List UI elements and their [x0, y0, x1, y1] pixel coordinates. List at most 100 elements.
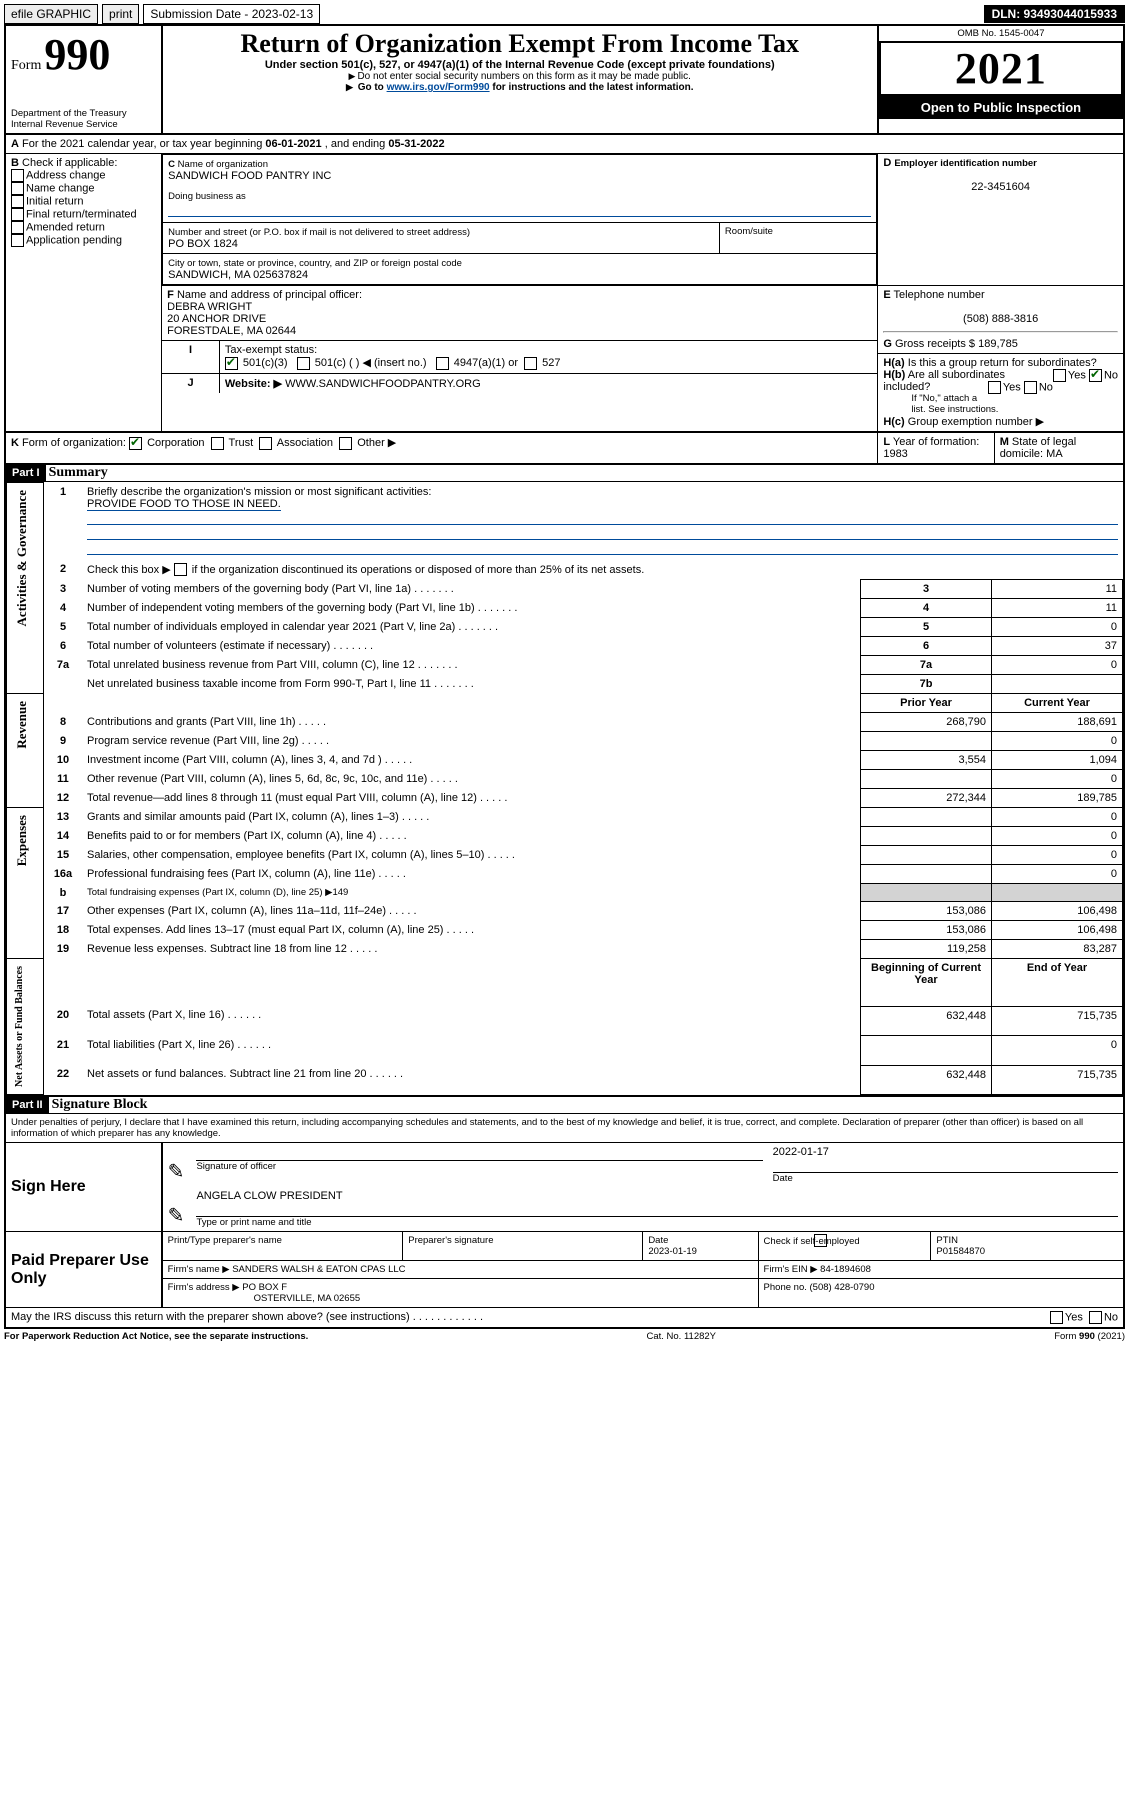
- pt-name-label: Print/Type preparer's name: [163, 1232, 403, 1261]
- period-label-pre: For the 2021 calendar year, or tax year …: [22, 138, 265, 150]
- website-label: Website: ▶: [225, 378, 282, 390]
- ptin-label: PTIN: [936, 1235, 958, 1246]
- subtitle-2: Do not enter social security numbers on …: [357, 71, 690, 82]
- chk-self-employed[interactable]: [814, 1234, 827, 1247]
- form-footer: Form 990 (2021): [1054, 1331, 1125, 1342]
- lbl-other: Other ▶: [357, 437, 396, 449]
- firm-addr2: OSTERVILLE, MA 02655: [168, 1293, 361, 1304]
- pt-date-value: 2023-01-19: [648, 1246, 697, 1257]
- lbl-amended: Amended return: [26, 221, 105, 233]
- firm-name-label: Firm's name ▶: [168, 1264, 230, 1275]
- room-suite-label: Room/suite: [719, 223, 876, 254]
- chk-hb-yes[interactable]: [988, 381, 1001, 394]
- firm-addr1: PO BOX F: [242, 1282, 287, 1293]
- org-city: SANDWICH, MA 025637824: [168, 269, 308, 281]
- form-word: Form: [11, 58, 41, 73]
- ein-label: Employer identification number: [894, 158, 1037, 169]
- hb-note: If "No," attach a list. See instructions…: [883, 393, 1118, 415]
- lbl-initial: Initial return: [26, 195, 83, 207]
- chk-4947[interactable]: [436, 357, 449, 370]
- efile-label: efile GRAPHIC: [4, 4, 98, 24]
- lbl-address-change: Address change: [26, 169, 106, 181]
- officer-print-name: ANGELA CLOW PRESIDENT: [196, 1190, 342, 1202]
- chk-501c[interactable]: [297, 357, 310, 370]
- phone-value: (508) 888-3816: [883, 313, 1118, 325]
- chk-trust[interactable]: [211, 437, 224, 450]
- chk-ha-no[interactable]: [1089, 369, 1102, 382]
- officer-print-label: Type or print name and title: [196, 1216, 1118, 1228]
- sign-here-label: Sign Here: [11, 1178, 86, 1195]
- state-label: State of legal domicile:: [1000, 436, 1076, 460]
- subtitle-1: Under section 501(c), 527, or 4947(a)(1)…: [168, 59, 872, 71]
- chk-initial[interactable]: [11, 195, 24, 208]
- sig-officer-label: Signature of officer: [196, 1160, 762, 1172]
- lbl-pending: Application pending: [26, 234, 122, 246]
- part1-hdr: Part I: [6, 465, 46, 481]
- pt-self-check: Check if self-employed: [764, 1236, 860, 1247]
- irs-label: Internal Revenue Service: [11, 119, 156, 130]
- firm-phone-value: (508) 428-0790: [810, 1282, 875, 1293]
- part1-title: Summary: [49, 465, 108, 480]
- paid-preparer-label: Paid Preparer Use Only: [11, 1252, 149, 1287]
- subtitle-3b: for instructions and the latest informat…: [492, 82, 693, 93]
- part2-hdr: Part II: [6, 1097, 49, 1113]
- boxF-label: Name and address of principal officer:: [177, 289, 362, 301]
- city-label: City or town, state or province, country…: [168, 258, 462, 269]
- sig-date-label: Date: [773, 1172, 1118, 1184]
- chk-discuss-no[interactable]: [1089, 1311, 1102, 1324]
- print-button[interactable]: print: [102, 4, 139, 24]
- form-org-label: Form of organization:: [22, 437, 126, 449]
- dln-label: DLN: 93493044015933: [984, 5, 1125, 23]
- chk-assoc[interactable]: [259, 437, 272, 450]
- hc-label: Group exemption number ▶: [908, 416, 1044, 428]
- chk-527[interactable]: [524, 357, 537, 370]
- chk-address-change[interactable]: [11, 169, 24, 182]
- chk-other[interactable]: [339, 437, 352, 450]
- yof-label: Year of formation:: [893, 436, 979, 448]
- form-title: Return of Organization Exempt From Incom…: [168, 29, 872, 59]
- sig-date-value: 2022-01-17: [773, 1146, 829, 1158]
- dept-label: Department of the Treasury: [11, 108, 156, 119]
- pra-notice: For Paperwork Reduction Act Notice, see …: [4, 1331, 308, 1342]
- pt-date-label: Date: [648, 1235, 668, 1246]
- part2-title: Signature Block: [52, 1097, 148, 1112]
- chk-501c3[interactable]: [225, 357, 238, 370]
- addr-label: Number and street (or P.O. box if mail i…: [168, 227, 470, 238]
- period-mid: , and ending: [325, 138, 389, 150]
- firm-phone-label: Phone no.: [764, 1282, 807, 1293]
- lbl-name-change: Name change: [26, 182, 95, 194]
- chk-final[interactable]: [11, 208, 24, 221]
- phone-label: Telephone number: [894, 289, 985, 301]
- org-name: SANDWICH FOOD PANTRY INC: [168, 170, 331, 182]
- officer-addr1: 20 ANCHOR DRIVE: [167, 313, 266, 325]
- open-public-label: Open to Public Inspection: [879, 96, 1123, 119]
- ptin-value: P01584870: [936, 1246, 985, 1257]
- chk-discuss-yes[interactable]: [1050, 1311, 1063, 1324]
- chk-pending[interactable]: [11, 234, 24, 247]
- firm-ein-value: 84-1894608: [820, 1264, 871, 1275]
- org-address: PO BOX 1824: [168, 238, 238, 250]
- tax-year: 2021: [881, 43, 1121, 94]
- period-begin: 06-01-2021: [265, 138, 321, 150]
- chk-hb-no[interactable]: [1024, 381, 1037, 394]
- chk-amended[interactable]: [11, 221, 24, 234]
- form-990: Form 990 Department of the Treasury Inte…: [4, 24, 1125, 1329]
- yof-value: 1983: [883, 448, 907, 460]
- lbl-corp: Corporation: [147, 437, 204, 449]
- irs-link[interactable]: www.irs.gov/Form990: [387, 82, 490, 93]
- chk-corp[interactable]: [129, 437, 142, 450]
- website-value: WWW.SANDWICHFOODPANTRY.ORG: [285, 378, 481, 390]
- form-number: 990: [44, 30, 110, 79]
- gross-label: Gross receipts $: [895, 338, 975, 350]
- lbl-final: Final return/terminated: [26, 208, 137, 220]
- lbl-501c3: 501(c)(3): [243, 357, 288, 369]
- chk-ha-yes[interactable]: [1053, 369, 1066, 382]
- pt-sig-label: Preparer's signature: [403, 1232, 643, 1261]
- period-end: 05-31-2022: [388, 138, 444, 150]
- lbl-trust: Trust: [229, 437, 254, 449]
- subtitle-3a: Go to: [358, 82, 387, 93]
- signature-declaration: Under penalties of perjury, I declare th…: [5, 1114, 1124, 1143]
- chk-name-change[interactable]: [11, 182, 24, 195]
- submission-date: Submission Date - 2023-02-13: [143, 4, 320, 24]
- ein-value: 22-3451604: [883, 181, 1118, 193]
